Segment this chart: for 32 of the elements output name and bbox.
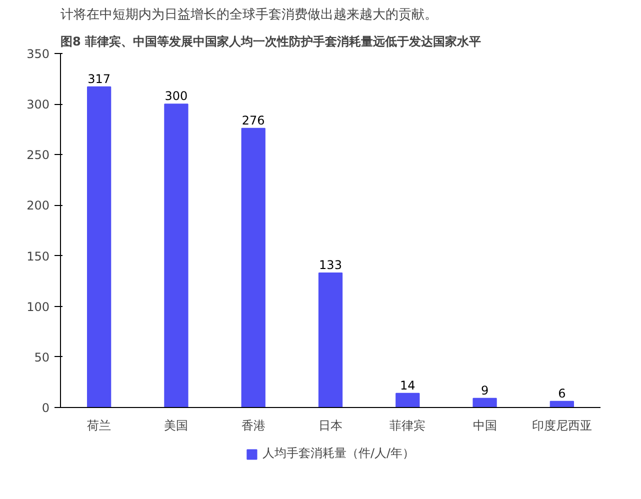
data-label: 14 — [400, 378, 416, 392]
x-tick-label: 日本 — [318, 418, 342, 432]
bar — [318, 272, 343, 408]
y-tick-label: 200 — [26, 198, 50, 213]
x-tick-label: 香港 — [241, 418, 266, 432]
chart-title: 图8 菲律宾、中国等发展中国家人均一次性防护手套消耗量远低于发达国家水平 — [60, 34, 482, 48]
data-label: 317 — [88, 72, 111, 86]
text: 计将在中短期内为日益增长的全球手套消费做出越来越大的贡献。 — [60, 8, 438, 22]
y-tick-label: 0 — [42, 401, 50, 415]
y-tick-label: 350 — [26, 47, 50, 61]
data-label: 9 — [480, 383, 489, 398]
data-label: 300 — [164, 89, 188, 104]
y-tick-label: 250 — [26, 148, 50, 162]
legend-label: 人均手套消耗量（件/人/年） — [262, 445, 415, 462]
bar — [164, 104, 188, 408]
data-label: 6 — [558, 386, 566, 400]
bar — [241, 128, 266, 408]
x-tick-label: 中国 — [472, 418, 497, 432]
x-tick-label: 印度尼西亚 — [532, 418, 592, 432]
x-tick-label: 菲律宾 — [390, 418, 426, 432]
y-tick-label: 100 — [26, 300, 50, 314]
bar — [87, 86, 112, 408]
bar — [472, 398, 497, 408]
bar — [550, 400, 574, 408]
x-tick-label: 美国 — [164, 418, 188, 432]
y-tick-label: 300 — [26, 98, 50, 112]
bar — [396, 392, 420, 408]
data-label: 276 — [242, 113, 265, 128]
y-tick-label: 150 — [26, 249, 50, 264]
data-label: 133 — [319, 258, 342, 272]
y-tick-label: 50 — [34, 350, 50, 364]
x-tick-label: 荷兰 — [87, 418, 112, 432]
